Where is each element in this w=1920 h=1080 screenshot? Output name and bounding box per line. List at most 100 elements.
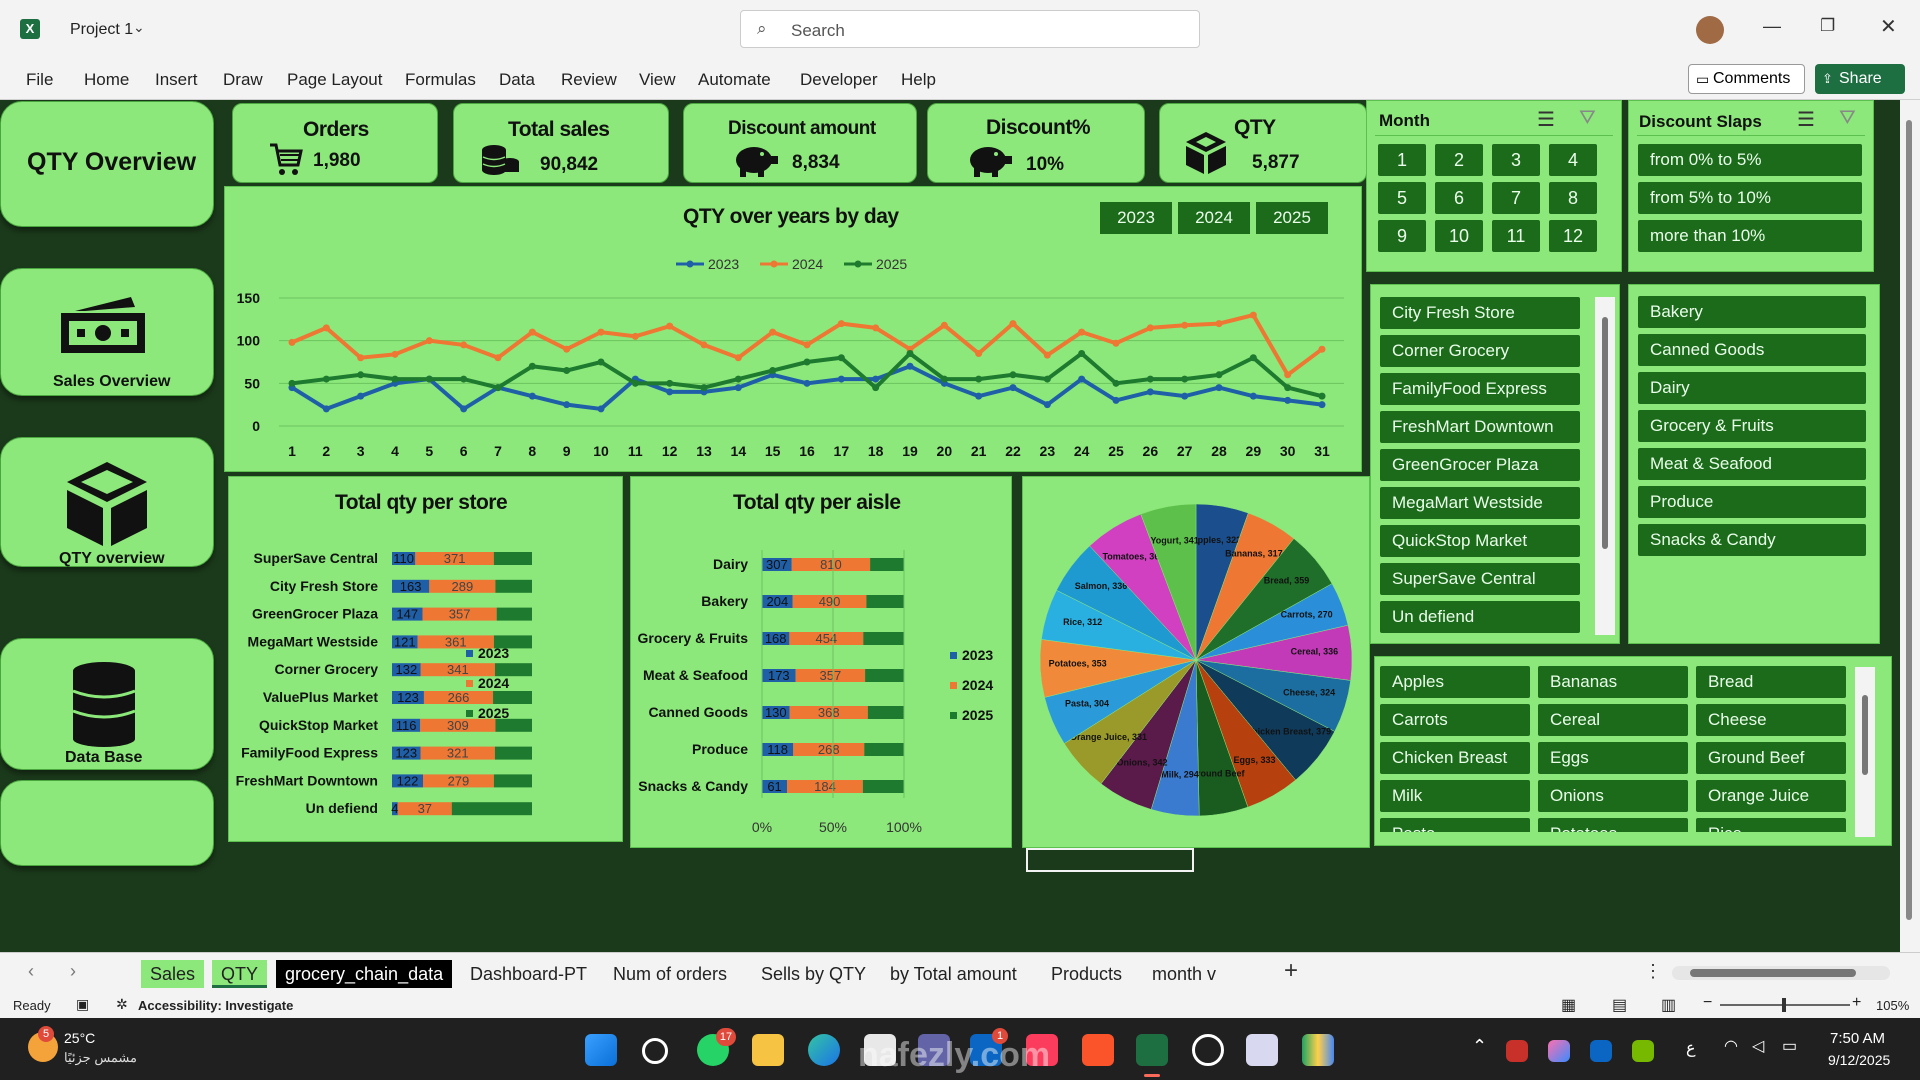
store-option[interactable]: Corner Grocery xyxy=(1380,335,1580,367)
menu-page-layout[interactable]: Page Layout xyxy=(287,70,383,89)
tab-products[interactable]: Products xyxy=(1051,964,1123,984)
tab-sells-by-qty[interactable]: Sells by QTY xyxy=(761,964,867,984)
product-option[interactable]: Cheese xyxy=(1696,704,1846,736)
comments-button[interactable]: ▭ Comments xyxy=(1688,64,1805,94)
apple-music-icon[interactable] xyxy=(1026,1034,1058,1066)
month-button[interactable]: 5 xyxy=(1378,182,1426,214)
page-layout-view-icon[interactable]: ▤ xyxy=(1612,997,1628,1014)
month-button[interactable]: 11 xyxy=(1492,220,1540,252)
nav-data-base[interactable]: Data Base xyxy=(0,638,214,770)
copilot-icon[interactable] xyxy=(1548,1040,1570,1062)
product-option[interactable]: Bananas xyxy=(1538,666,1688,698)
aisle-option[interactable]: Dairy xyxy=(1638,372,1866,404)
product-option[interactable]: Pasta xyxy=(1380,818,1530,832)
month-button[interactable]: 12 xyxy=(1549,220,1597,252)
project-title[interactable]: Project 1 xyxy=(70,21,134,38)
search-box[interactable]: ⌕ Search xyxy=(740,10,1200,48)
product-slicer-scrollbar[interactable] xyxy=(1855,667,1875,837)
excel-logo-icon[interactable]: X xyxy=(20,19,40,39)
page-break-view-icon[interactable]: ▥ xyxy=(1661,997,1677,1014)
store-option[interactable]: FreshMart Downtown xyxy=(1380,411,1580,443)
share-button[interactable]: ⇪ Share xyxy=(1815,64,1905,94)
time[interactable]: 7:50 AM xyxy=(1830,1030,1886,1047)
multi-select-icon[interactable]: ☰ xyxy=(1537,109,1555,131)
menu-home[interactable]: Home xyxy=(84,70,130,89)
store-option[interactable]: GreenGrocer Plaza xyxy=(1380,449,1580,481)
excel-icon[interactable] xyxy=(1136,1034,1168,1066)
add-sheet-icon[interactable]: + xyxy=(1284,957,1299,984)
year-button-2023[interactable]: 2023 xyxy=(1100,202,1172,234)
normal-view-icon[interactable]: ▦ xyxy=(1561,997,1577,1014)
month-button[interactable]: 8 xyxy=(1549,182,1597,214)
battery-icon[interactable]: ▭ xyxy=(1782,1038,1798,1055)
discount-option[interactable]: from 0% to 5% xyxy=(1638,144,1862,176)
zoom-out-icon[interactable]: − xyxy=(1703,994,1713,1011)
product-option[interactable]: Eggs xyxy=(1538,742,1688,774)
selected-cell[interactable] xyxy=(1026,848,1194,872)
month-button[interactable]: 7 xyxy=(1492,182,1540,214)
month-button[interactable]: 3 xyxy=(1492,144,1540,176)
tab-by-total-amount[interactable]: by Total amount xyxy=(890,964,1017,984)
clear-filter-icon[interactable]: ⛛ xyxy=(1579,107,1596,129)
more-options-icon[interactable]: ⋮ xyxy=(1644,961,1662,981)
macro-icon[interactable]: ▣ xyxy=(76,996,90,1012)
next-sheet-icon[interactable]: › xyxy=(70,961,76,981)
month-button[interactable]: 6 xyxy=(1435,182,1483,214)
product-option[interactable]: Chicken Breast xyxy=(1380,742,1530,774)
prev-sheet-icon[interactable]: ‹ xyxy=(28,961,34,981)
product-option[interactable]: Milk xyxy=(1380,780,1530,812)
store-slicer-scrollbar[interactable] xyxy=(1595,297,1615,635)
aisle-option[interactable]: Canned Goods xyxy=(1638,334,1866,366)
product-option[interactable]: Onions xyxy=(1538,780,1688,812)
avatar[interactable] xyxy=(1696,16,1724,44)
multi-select-icon[interactable]: ☰ xyxy=(1797,109,1815,131)
menu-review[interactable]: Review xyxy=(561,70,617,89)
discount-option[interactable]: more than 10% xyxy=(1638,220,1862,252)
product-option[interactable]: Bread xyxy=(1696,666,1846,698)
menu-file[interactable]: File xyxy=(26,70,54,89)
month-button[interactable]: 9 xyxy=(1378,220,1426,252)
vertical-scrollbar[interactable] xyxy=(1900,100,1920,952)
aisle-option[interactable]: Bakery xyxy=(1638,296,1866,328)
menu-formulas[interactable]: Formulas xyxy=(405,70,476,89)
clear-filter-icon[interactable]: ⛛ xyxy=(1839,107,1856,129)
aisle-option[interactable]: Meat & Seafood xyxy=(1638,448,1866,480)
menu-help[interactable]: Help xyxy=(901,70,936,89)
tab-dashboard-pt[interactable]: Dashboard-PT xyxy=(470,964,588,984)
windows-start-icon[interactable] xyxy=(585,1034,617,1066)
nvidia-icon[interactable] xyxy=(1632,1040,1654,1062)
tab-num-of-orders[interactable]: Num of orders xyxy=(613,964,728,984)
product-option[interactable]: Orange Juice xyxy=(1696,780,1846,812)
close-icon[interactable]: ✕ xyxy=(1880,16,1897,38)
product-option[interactable]: Carrots xyxy=(1380,704,1530,736)
restore-icon[interactable]: ❐ xyxy=(1820,16,1836,35)
nav-qty-overview[interactable]: QTY overview xyxy=(0,437,214,567)
chatgpt-icon[interactable] xyxy=(1192,1034,1224,1066)
search-icon[interactable] xyxy=(642,1038,668,1064)
product-option[interactable]: Cereal xyxy=(1538,704,1688,736)
menu-data[interactable]: Data xyxy=(499,70,535,89)
nav-empty-button[interactable] xyxy=(0,780,214,866)
tab-sales[interactable]: Sales xyxy=(141,960,205,988)
year-button-2024[interactable]: 2024 xyxy=(1178,202,1250,234)
show-hidden-icons[interactable]: ⌃ xyxy=(1472,1036,1488,1056)
zoom-level[interactable]: 105% xyxy=(1876,998,1910,1013)
accessibility-status[interactable]: Accessibility: Investigate xyxy=(138,998,294,1013)
store-option[interactable]: QuickStop Market xyxy=(1380,525,1580,557)
date[interactable]: 9/12/2025 xyxy=(1828,1052,1891,1068)
store-option[interactable]: Un defiend xyxy=(1380,601,1580,633)
nav-qty-overview-title[interactable]: QTY Overview xyxy=(0,101,214,227)
month-button[interactable]: 4 xyxy=(1549,144,1597,176)
zoom-in-icon[interactable]: + xyxy=(1852,994,1862,1011)
menu-insert[interactable]: Insert xyxy=(155,70,198,89)
edge-icon[interactable] xyxy=(808,1034,840,1066)
menu-draw[interactable]: Draw xyxy=(223,70,263,89)
aisle-option[interactable]: Produce xyxy=(1638,486,1866,518)
store-option[interactable]: FamilyFood Express xyxy=(1380,373,1580,405)
tab-grocery-chain-data[interactable]: grocery_chain_data xyxy=(276,960,453,988)
tab-qty[interactable]: QTY xyxy=(212,960,268,988)
file-explorer-icon[interactable] xyxy=(752,1034,784,1066)
month-button[interactable]: 10 xyxy=(1435,220,1483,252)
minimize-icon[interactable]: — xyxy=(1763,16,1781,36)
wifi-icon[interactable]: ◠ xyxy=(1724,1038,1738,1055)
